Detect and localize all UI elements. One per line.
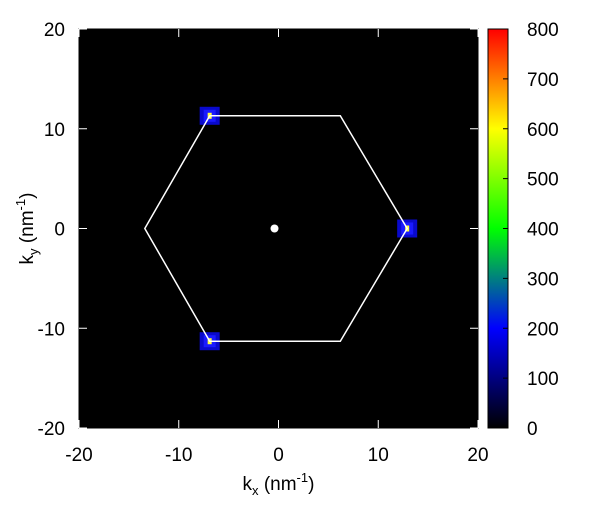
y-axis-label: ky (nm-1) bbox=[13, 193, 41, 265]
y-tick-label: 20 bbox=[44, 20, 65, 41]
colorbar-tick-label: 200 bbox=[527, 319, 559, 340]
x-axis-label: kx (nm-1) bbox=[243, 470, 315, 498]
x-tick-label: 20 bbox=[467, 445, 488, 466]
y-tick-label: -10 bbox=[38, 319, 65, 340]
x-tick-label: -20 bbox=[65, 445, 92, 466]
colorbar-tick-label: 500 bbox=[527, 170, 559, 191]
x-tick-label: -10 bbox=[165, 445, 192, 466]
colorbar-ticks: 0 100 200 300 400 500 600 700 800 bbox=[503, 20, 559, 440]
x-tick-label: 10 bbox=[368, 445, 389, 466]
colorbar-tick-label: 100 bbox=[527, 369, 559, 390]
y-tick-label: 10 bbox=[44, 120, 65, 141]
colorbar-tick-label: 0 bbox=[527, 419, 538, 440]
colorbar-tick-label: 800 bbox=[527, 20, 559, 41]
y-tick-label: -20 bbox=[38, 419, 65, 440]
colorbar-tick-label: 600 bbox=[527, 120, 559, 141]
y-tick-label: 0 bbox=[54, 220, 65, 241]
x-tick-label: 0 bbox=[273, 445, 284, 466]
center-marker bbox=[270, 224, 279, 233]
x-axis-ticks: -20 -10 0 10 20 bbox=[65, 29, 489, 466]
colorbar-tick-label: 300 bbox=[527, 269, 559, 290]
colorbar-tick-label: 700 bbox=[527, 70, 559, 91]
colorbar-tick-label: 400 bbox=[527, 220, 559, 241]
brillouin-zone-hexagon bbox=[143, 115, 409, 342]
y-axis-ticks: -20 -10 0 10 20 bbox=[38, 20, 478, 440]
